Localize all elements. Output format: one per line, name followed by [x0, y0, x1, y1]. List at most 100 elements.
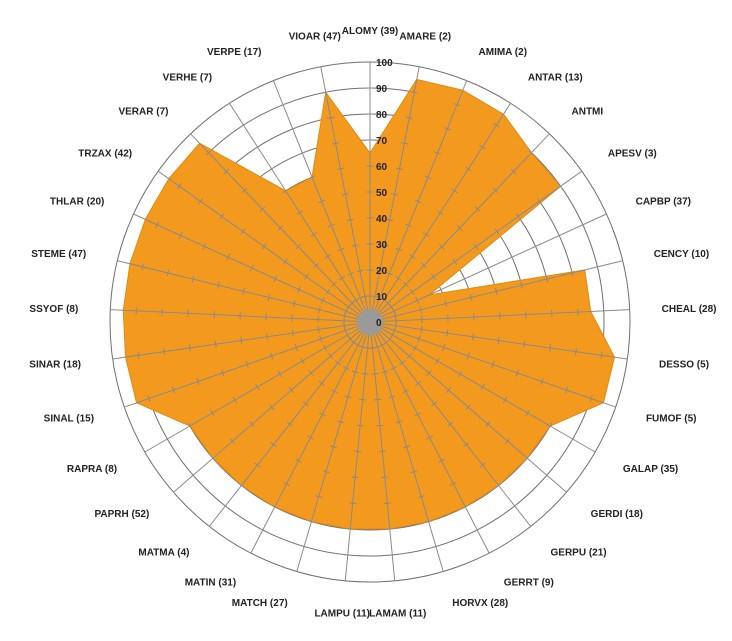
spoke-tick	[403, 445, 411, 449]
spoke-tick	[493, 122, 500, 128]
category-label: LAMPU (11)	[314, 609, 370, 620]
spoke-tick	[163, 348, 166, 356]
spoke-tick	[465, 166, 472, 172]
spoke-tick	[419, 306, 422, 314]
spoke-tick	[545, 275, 549, 283]
spoke-tick	[600, 351, 603, 359]
radial-tick-label: 20	[376, 266, 388, 277]
radial-tick-label: 100	[376, 58, 393, 69]
spoke-tick	[322, 91, 330, 94]
spoke-tick	[270, 352, 274, 360]
spoke-tick	[415, 380, 422, 386]
spoke-tick	[361, 372, 369, 375]
spoke-tick	[378, 450, 386, 453]
radial-tick-label: 60	[376, 162, 388, 173]
spoke-tick	[300, 357, 305, 365]
spoke-tick	[444, 300, 448, 308]
spoke-tick	[466, 352, 470, 360]
category-label: SINAR (18)	[29, 360, 81, 371]
spoke-tick	[337, 247, 345, 252]
spoke-tick	[391, 193, 399, 196]
spoke-tick	[294, 344, 298, 351]
spoke-tick	[442, 344, 446, 351]
spoke-tick	[308, 175, 316, 179]
radial-tick-labels: 0 10 20 30 40 50 60 70 80 90 100	[376, 58, 393, 329]
spoke-tick	[337, 420, 345, 424]
spoke-tick	[288, 387, 295, 394]
spoke-tick	[386, 218, 394, 222]
spoke-tick	[220, 369, 225, 377]
category-label: CHEAL (28)	[662, 304, 717, 315]
spoke-tick	[491, 361, 495, 368]
spoke-tick	[349, 502, 357, 505]
spoke-tick	[426, 370, 432, 377]
spoke-tick	[400, 142, 408, 145]
spoke-tick	[439, 286, 443, 293]
spoke-tick	[376, 424, 384, 427]
spoke-tick	[147, 395, 151, 403]
spoke-tick	[282, 258, 288, 265]
category-label: THLAR (20)	[50, 197, 104, 208]
spoke-tick	[425, 520, 433, 524]
spoke-tick	[471, 333, 474, 341]
spoke-tick	[570, 435, 575, 443]
category-label: HORVX (28)	[452, 598, 508, 609]
spoke-tick	[383, 502, 391, 505]
spoke-tick	[549, 344, 552, 352]
spoke-tick	[268, 166, 275, 172]
center-hub	[357, 309, 383, 335]
spoke-tick	[356, 269, 364, 273]
spoke-tick	[346, 218, 354, 222]
spoke-tick	[269, 404, 275, 411]
category-label: MATCH (27)	[232, 598, 288, 609]
spoke-tick	[446, 329, 449, 337]
spoke-tick	[289, 127, 297, 131]
spoke-tick	[447, 421, 454, 427]
spoke-tick	[438, 243, 445, 250]
spoke-tick	[525, 409, 530, 417]
spoke-tick	[431, 401, 438, 407]
spoke-tick	[328, 353, 334, 360]
category-label: VERPE (17)	[207, 47, 261, 58]
spoke-tick	[261, 243, 267, 250]
spoke-tick	[414, 199, 422, 204]
spoke-tick	[223, 168, 230, 175]
spoke-tick	[388, 395, 396, 399]
spoke-tick	[327, 223, 335, 228]
spoke-tick	[202, 243, 207, 250]
spoke-tick	[240, 336, 243, 345]
category-label: CENCY (10)	[654, 249, 709, 260]
radial-tick-label: 0	[376, 318, 382, 329]
spoke-tick	[402, 389, 410, 394]
spoke-tick	[331, 281, 337, 288]
category-label: GALAP (35)	[623, 464, 678, 475]
spoke-tick	[443, 127, 451, 131]
spoke-tick	[414, 412, 421, 417]
spoke-tick	[356, 424, 364, 427]
spoke-tick	[524, 455, 530, 462]
spoke-tick	[178, 232, 183, 239]
spoke-tick	[515, 213, 521, 220]
spoke-tick	[291, 329, 294, 337]
spoke-tick	[336, 167, 345, 170]
category-label: GERPU (21)	[551, 548, 607, 559]
spoke-tick	[317, 325, 320, 333]
category-label: SINAL (15)	[44, 414, 94, 425]
radial-tick-label: 40	[376, 214, 388, 225]
spoke-tick	[359, 398, 367, 401]
spoke-tick	[495, 482, 502, 489]
spoke-tick	[295, 243, 302, 250]
spoke-tick	[334, 360, 341, 366]
spoke-tick	[319, 412, 326, 417]
spoke-tick	[437, 210, 444, 215]
spoke-tick	[420, 262, 427, 269]
spoke-tick	[452, 258, 458, 265]
spoke-tick	[480, 383, 485, 391]
spoke-tick	[344, 395, 352, 399]
spoke-tick	[457, 370, 463, 378]
spoke-tick	[266, 333, 269, 341]
category-label: RAPRA (8)	[67, 464, 117, 475]
spoke-tick	[286, 421, 293, 427]
spoke-tick	[240, 228, 246, 235]
spoke-tick	[351, 476, 359, 479]
